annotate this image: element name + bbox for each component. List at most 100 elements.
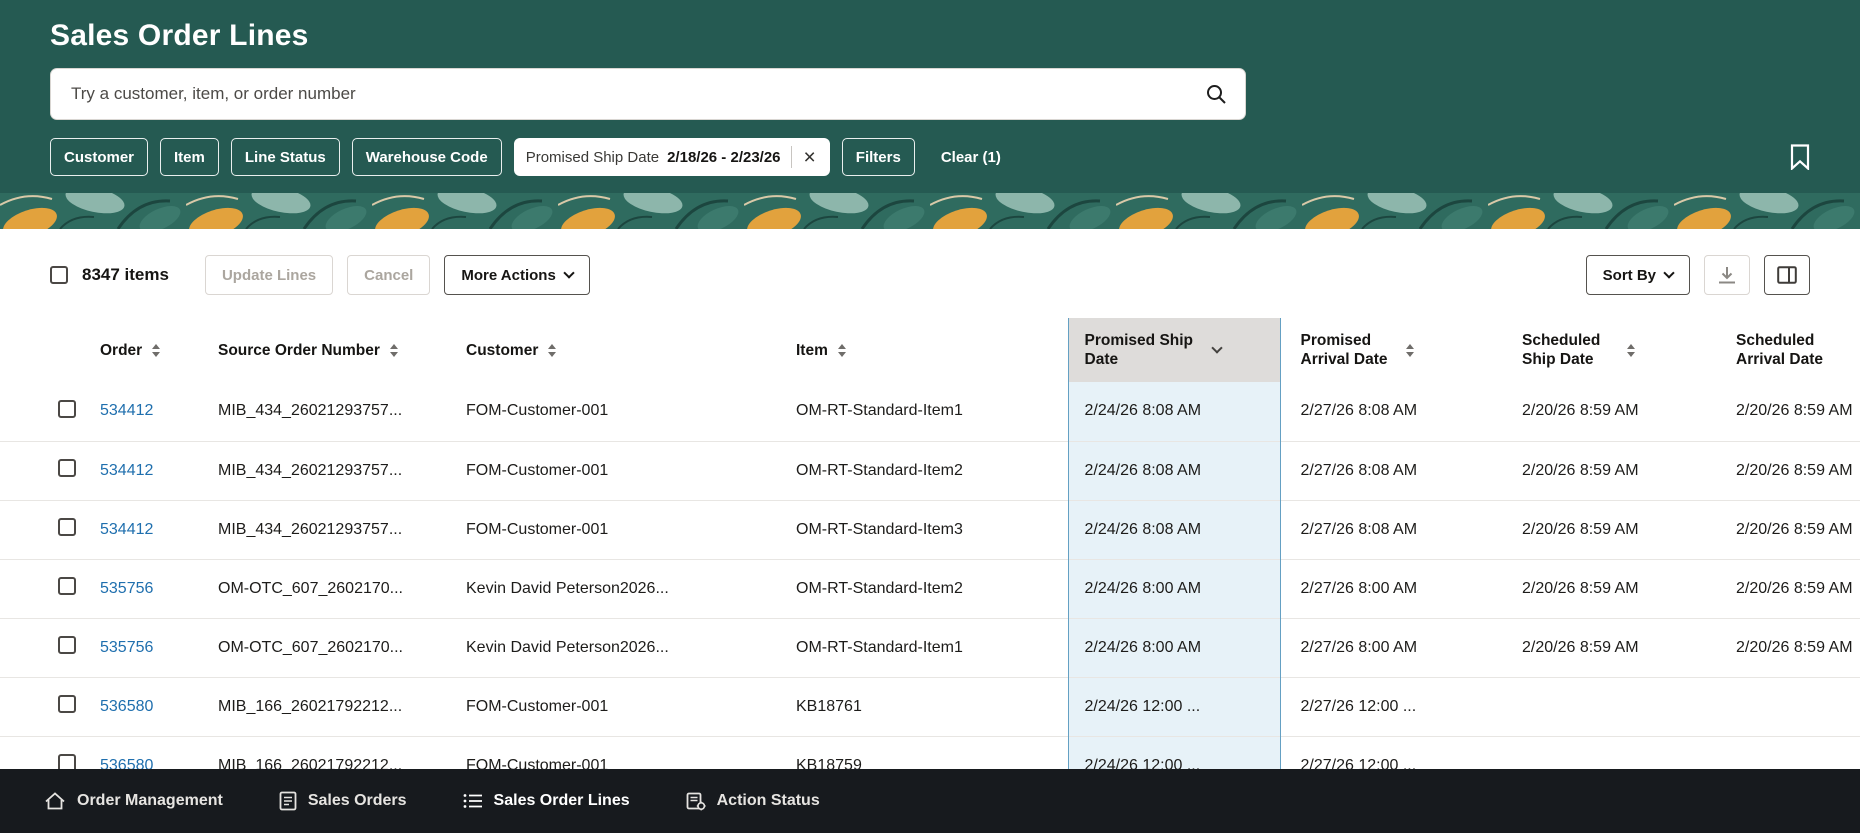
row-checkbox[interactable] (58, 459, 76, 477)
download-icon[interactable] (1704, 255, 1750, 295)
column-header-customer[interactable]: Customer (466, 318, 796, 382)
sort-updown-icon[interactable] (1405, 343, 1414, 357)
nav-item-order-management[interactable]: Order Management (44, 791, 223, 811)
filter-chips-row: Customer Item Line Status Warehouse Code… (50, 138, 1810, 176)
table-row[interactable]: 534412 MIB_434_26021293757... FOM-Custom… (0, 500, 1860, 559)
cell-source-order-number: MIB_434_26021293757... (218, 461, 403, 479)
cell-scheduled-arrival-date: 2/20/26 8:59 AM (1736, 638, 1853, 656)
order-link[interactable]: 535756 (100, 579, 154, 597)
action-status-icon (686, 791, 706, 812)
cell-order: 534412 (100, 441, 218, 500)
cell-scheduled-ship-date: 2/20/26 8:59 AM (1522, 402, 1639, 420)
cell-scheduled-arrival-date: 2/20/26 8:59 AM (1736, 520, 1853, 538)
sort-updown-icon[interactable] (389, 343, 398, 357)
order-link[interactable]: 534412 (100, 461, 154, 479)
cell-customer: Kevin David Peterson2026... (466, 638, 669, 656)
filters-button[interactable]: Filters (841, 138, 915, 176)
table-row[interactable]: 534412 MIB_434_26021293757... FOM-Custom… (0, 441, 1860, 500)
cell-promised-ship-date: 2/24/26 8:08 AM (1067, 441, 1281, 500)
search-icon[interactable] (1205, 83, 1227, 105)
home-icon (44, 791, 66, 811)
nav-label: Order Management (77, 792, 223, 809)
action-buttons: Update Lines Cancel More Actions (204, 255, 590, 295)
row-checkbox[interactable] (58, 695, 76, 713)
table-row[interactable]: 536580 MIB_166_26021792212... FOM-Custom… (0, 677, 1860, 736)
column-header-promised-ship-date[interactable]: Promised Ship Date (1067, 318, 1281, 382)
cell-scheduled-ship-date (1502, 677, 1716, 736)
row-checkbox[interactable] (58, 518, 76, 536)
clear-filters-button[interactable]: Clear (1) (935, 148, 1007, 167)
update-lines-button[interactable]: Update Lines (204, 255, 334, 295)
filter-chip-warehouse-code[interactable]: Warehouse Code (351, 138, 502, 176)
cell-promised-arrival-date: 2/27/26 8:08 AM (1300, 520, 1418, 538)
cell-customer: FOM-Customer-001 (466, 402, 609, 420)
cell-promised-arrival-date: 2/27/26 8:00 AM (1300, 638, 1418, 656)
sort-updown-icon[interactable] (1627, 343, 1635, 357)
columns-icon[interactable] (1764, 255, 1810, 295)
filter-chip-item[interactable]: Item (160, 138, 219, 176)
toolbar: 8347 items Update Lines Cancel More Acti… (0, 229, 1860, 295)
nav-item-sales-orders[interactable]: Sales Orders (279, 791, 407, 811)
cell-source-order-number: MIB_434_26021293757... (218, 402, 403, 420)
more-actions-button[interactable]: More Actions (444, 255, 590, 295)
order-link[interactable]: 534412 (100, 402, 154, 420)
column-label: Source Order Number (218, 341, 380, 359)
nav-item-sales-order-lines[interactable]: Sales Order Lines (463, 792, 630, 810)
cell-promised-ship-date: 2/24/26 12:00 ... (1067, 677, 1281, 736)
select-all-checkbox[interactable] (50, 266, 68, 284)
cell-order: 536580 (100, 677, 218, 736)
column-header-scheduled-ship-date[interactable]: Scheduled Ship Date (1502, 318, 1716, 382)
table-row[interactable]: 535756 OM-OTC_607_2602170... Kevin David… (0, 618, 1860, 677)
column-header-source-order-number[interactable]: Source Order Number (218, 318, 466, 382)
nav-label: Action Status (716, 792, 820, 809)
nav-label: Sales Order Lines (493, 792, 630, 809)
cancel-button[interactable]: Cancel (347, 255, 431, 295)
cell-item: KB18761 (796, 697, 862, 715)
search-bar[interactable] (50, 68, 1246, 120)
cell-promised-arrival-date: 2/27/26 8:08 AM (1300, 402, 1418, 420)
cell-source-order-number: MIB_434_26021293757... (218, 520, 403, 538)
chevron-down-icon (563, 266, 575, 279)
row-checkbox[interactable] (58, 399, 76, 418)
order-link[interactable]: 535756 (100, 638, 154, 656)
search-input[interactable] (69, 83, 1205, 105)
cell-source-order-number: MIB_166_26021792212... (218, 697, 403, 715)
main-content: 8347 items Update Lines Cancel More Acti… (0, 229, 1860, 796)
active-filter-pill: Promised Ship Date 2/18/26 - 2/23/26 × (513, 138, 830, 176)
column-header-scheduled-arrival-date[interactable]: Scheduled Arrival Date (1716, 318, 1860, 382)
row-checkbox[interactable] (58, 577, 76, 595)
column-label: Scheduled Arrival Date (1736, 332, 1824, 368)
order-link[interactable]: 536580 (100, 697, 154, 715)
table-row[interactable]: 534412 MIB_434_26021293757... FOM-Custom… (0, 382, 1860, 441)
orders-table: Order Source Order Number (0, 318, 1860, 796)
column-label: Order (100, 341, 143, 359)
table-row[interactable]: 535756 OM-OTC_607_2602170... Kevin David… (0, 559, 1860, 618)
cell-promised-ship-date: 2/24/26 8:08 AM (1067, 382, 1281, 441)
row-checkbox[interactable] (58, 636, 76, 654)
cell-item: OM-RT-Standard-Item2 (796, 461, 963, 479)
cell-source-order-number: OM-OTC_607_2602170... (218, 579, 403, 597)
nav-label: Sales Orders (307, 792, 407, 809)
column-header-order[interactable]: Order (100, 318, 218, 382)
cell-scheduled-arrival-date: 2/20/26 8:59 AM (1736, 402, 1853, 420)
active-filter-label: Promised Ship Date (525, 148, 660, 166)
filter-chip-line-status[interactable]: Line Status (230, 138, 340, 176)
column-header-promised-arrival-date[interactable]: Promised Arrival Date (1280, 318, 1502, 382)
column-label: Customer (466, 341, 539, 359)
sort-updown-icon[interactable] (837, 343, 846, 357)
cell-promised-ship-date: 2/24/26 8:00 AM (1067, 559, 1281, 618)
bottom-nav: Order Management Sales Orders Sales Or (0, 769, 1860, 833)
sort-by-button[interactable]: Sort By (1585, 255, 1690, 295)
filter-chip-customer[interactable]: Customer (50, 138, 149, 176)
sort-updown-icon[interactable] (152, 343, 161, 357)
sort-updown-icon[interactable] (548, 343, 557, 357)
cell-promised-arrival-date: 2/27/26 8:08 AM (1300, 461, 1418, 479)
close-icon[interactable]: × (803, 145, 816, 169)
column-header-item[interactable]: Item (796, 318, 1068, 382)
bookmark-icon[interactable] (1790, 144, 1810, 170)
nav-item-action-status[interactable]: Action Status (686, 791, 820, 812)
cell-scheduled-arrival-date: 2/20/26 8:59 AM (1736, 579, 1853, 597)
cell-customer: FOM-Customer-001 (466, 697, 609, 715)
page-title: Sales Order Lines (50, 19, 309, 52)
order-link[interactable]: 534412 (100, 520, 154, 538)
